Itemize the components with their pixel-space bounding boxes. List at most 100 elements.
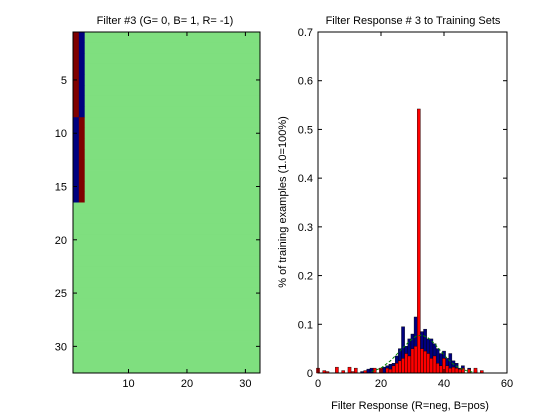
- filter-cell-run: [73, 255, 261, 267]
- filter-y-tick-label: 20: [55, 235, 67, 247]
- filter-cell-run: [84, 95, 261, 107]
- filter-cell-run: [84, 106, 261, 118]
- filter-cell-run: [84, 170, 261, 182]
- histogram-bar-neg: [420, 348, 424, 374]
- filter-cell-run: [84, 181, 261, 193]
- response-y-tick-label: 0.5: [298, 124, 313, 136]
- filter-cell-run: [73, 170, 80, 182]
- filter-x-tick-label: 20: [181, 378, 193, 390]
- filter-cell-run: [73, 287, 261, 299]
- filter-cell-run: [73, 298, 261, 310]
- histogram-bar-neg: [335, 366, 339, 374]
- response-x-tick-label: 40: [438, 378, 450, 390]
- filter-cell-run: [73, 106, 80, 118]
- filter-cell-run: [73, 351, 261, 363]
- filter-cell-run: [78, 74, 86, 86]
- filter-cell-run: [73, 149, 80, 161]
- filter-image-frame: [72, 31, 261, 374]
- response-y-tick-label: 0.7: [298, 27, 313, 39]
- histogram-bar-neg: [429, 358, 434, 374]
- filter-y-tick-label: 5: [61, 75, 67, 87]
- response-x-tick-label: 60: [501, 378, 513, 390]
- filter-cell-run: [84, 127, 261, 139]
- histogram-bar-neg: [391, 365, 396, 374]
- histogram-bar-neg: [407, 355, 412, 374]
- filter-y-tick-label: 30: [55, 341, 67, 353]
- histogram-bar-neg: [454, 367, 459, 374]
- filter-cell-run: [73, 341, 261, 353]
- filter-cell-run: [78, 53, 86, 65]
- response-histogram-ticks: 0 20 40 60 0 0.1 0.2 0.3 0.4 0.5 0.6 0.7: [298, 27, 513, 390]
- filter-image-panel: Filter #3 (G= 0, B= 1, R= -1) 10 20 305101…: [55, 15, 261, 390]
- histogram-bar-neg: [385, 367, 390, 374]
- histogram-bar-neg: [457, 368, 462, 374]
- histogram-bar-neg: [445, 365, 449, 374]
- fit-curve-line: [371, 334, 473, 373]
- filter-cell-run: [78, 149, 86, 161]
- response-x-tick-label: 0: [315, 378, 321, 390]
- filter-x-tick-label: 30: [239, 378, 251, 390]
- filter-y-tick-label: 15: [55, 182, 67, 194]
- filter-image-ticks: 10 20 30 5 10 15 20 25 30: [55, 32, 260, 390]
- filter-cell-run: [78, 181, 86, 193]
- response-histogram-title: Filter Response # 3 to Training Sets: [326, 15, 501, 27]
- filter-cell-run: [78, 32, 86, 44]
- filter-cell-run: [84, 85, 261, 97]
- histogram-bar-neg: [473, 367, 478, 374]
- response-y-tick-label: 0.1: [298, 319, 313, 331]
- filter-cell-run: [78, 42, 86, 54]
- histogram-bar-neg: [435, 363, 440, 374]
- filter-cell-run: [73, 117, 80, 129]
- filter-cell-run: [84, 149, 261, 161]
- filter-cell-run: [73, 319, 261, 331]
- histogram-bar-neg: [398, 360, 402, 374]
- response-histogram-frame: [317, 31, 508, 374]
- filter-cell-run: [84, 74, 261, 86]
- filter-cell-run: [84, 117, 261, 129]
- filter-cell-run: [78, 170, 86, 182]
- histogram-bar-neg: [423, 350, 427, 374]
- response-bars: [316, 108, 484, 374]
- response-histogram-panel: Filter Response # 3 to Training Sets 0 20…: [277, 15, 513, 412]
- filter-cell-run: [73, 309, 261, 321]
- filter-cell-run: [84, 32, 261, 44]
- filter-cell-run: [73, 53, 80, 65]
- histogram-bar-pos: [366, 368, 371, 374]
- response-x-tick-label: 20: [375, 378, 387, 390]
- filter-cell-run: [73, 32, 80, 44]
- filter-cell-run: [78, 63, 86, 76]
- histogram-bar-neg: [417, 108, 421, 374]
- histogram-bar-pos: [369, 367, 374, 374]
- filter-y-tick-label: 25: [55, 288, 67, 300]
- filter-image-title: Filter #3 (G= 0, B= 1, R= -1): [97, 15, 234, 27]
- histogram-bar-neg: [432, 355, 437, 374]
- histogram-bar-neg: [401, 358, 405, 374]
- histogram-bar-neg: [448, 367, 453, 374]
- filter-cell-run: [73, 159, 80, 171]
- response-y-tick-label: 0.3: [298, 222, 313, 234]
- histogram-bar-neg: [347, 366, 352, 374]
- filter-cell-run: [73, 277, 261, 289]
- filter-cell-run: [84, 42, 261, 54]
- filter-cell-run: [73, 191, 80, 203]
- filter-cell-run: [84, 63, 261, 76]
- filter-cell-run: [73, 362, 261, 374]
- histogram-bar-neg: [388, 368, 393, 374]
- filter-cell-run: [73, 266, 261, 278]
- response-y-axis-label: % of training examples (1.0=100%): [277, 116, 289, 288]
- filter-cell-run: [73, 85, 80, 97]
- response-y-tick-label: 0.4: [298, 173, 313, 185]
- filter-cell-run: [73, 95, 80, 107]
- filter-cell-run: [78, 191, 86, 203]
- histogram-bar-neg: [404, 353, 408, 374]
- filter-y-tick-label: 10: [55, 128, 67, 140]
- histogram-bar-neg: [426, 353, 431, 374]
- filter-cell-run: [73, 330, 261, 342]
- filter-cell-run: [84, 138, 261, 150]
- histogram-bar-neg: [451, 366, 456, 374]
- filter-cell-run: [73, 245, 261, 257]
- filter-cell-run: [73, 63, 80, 76]
- response-y-tick-label: 0.6: [298, 76, 313, 88]
- histogram-bar-neg: [394, 363, 399, 374]
- filter-cell-run: [73, 42, 80, 54]
